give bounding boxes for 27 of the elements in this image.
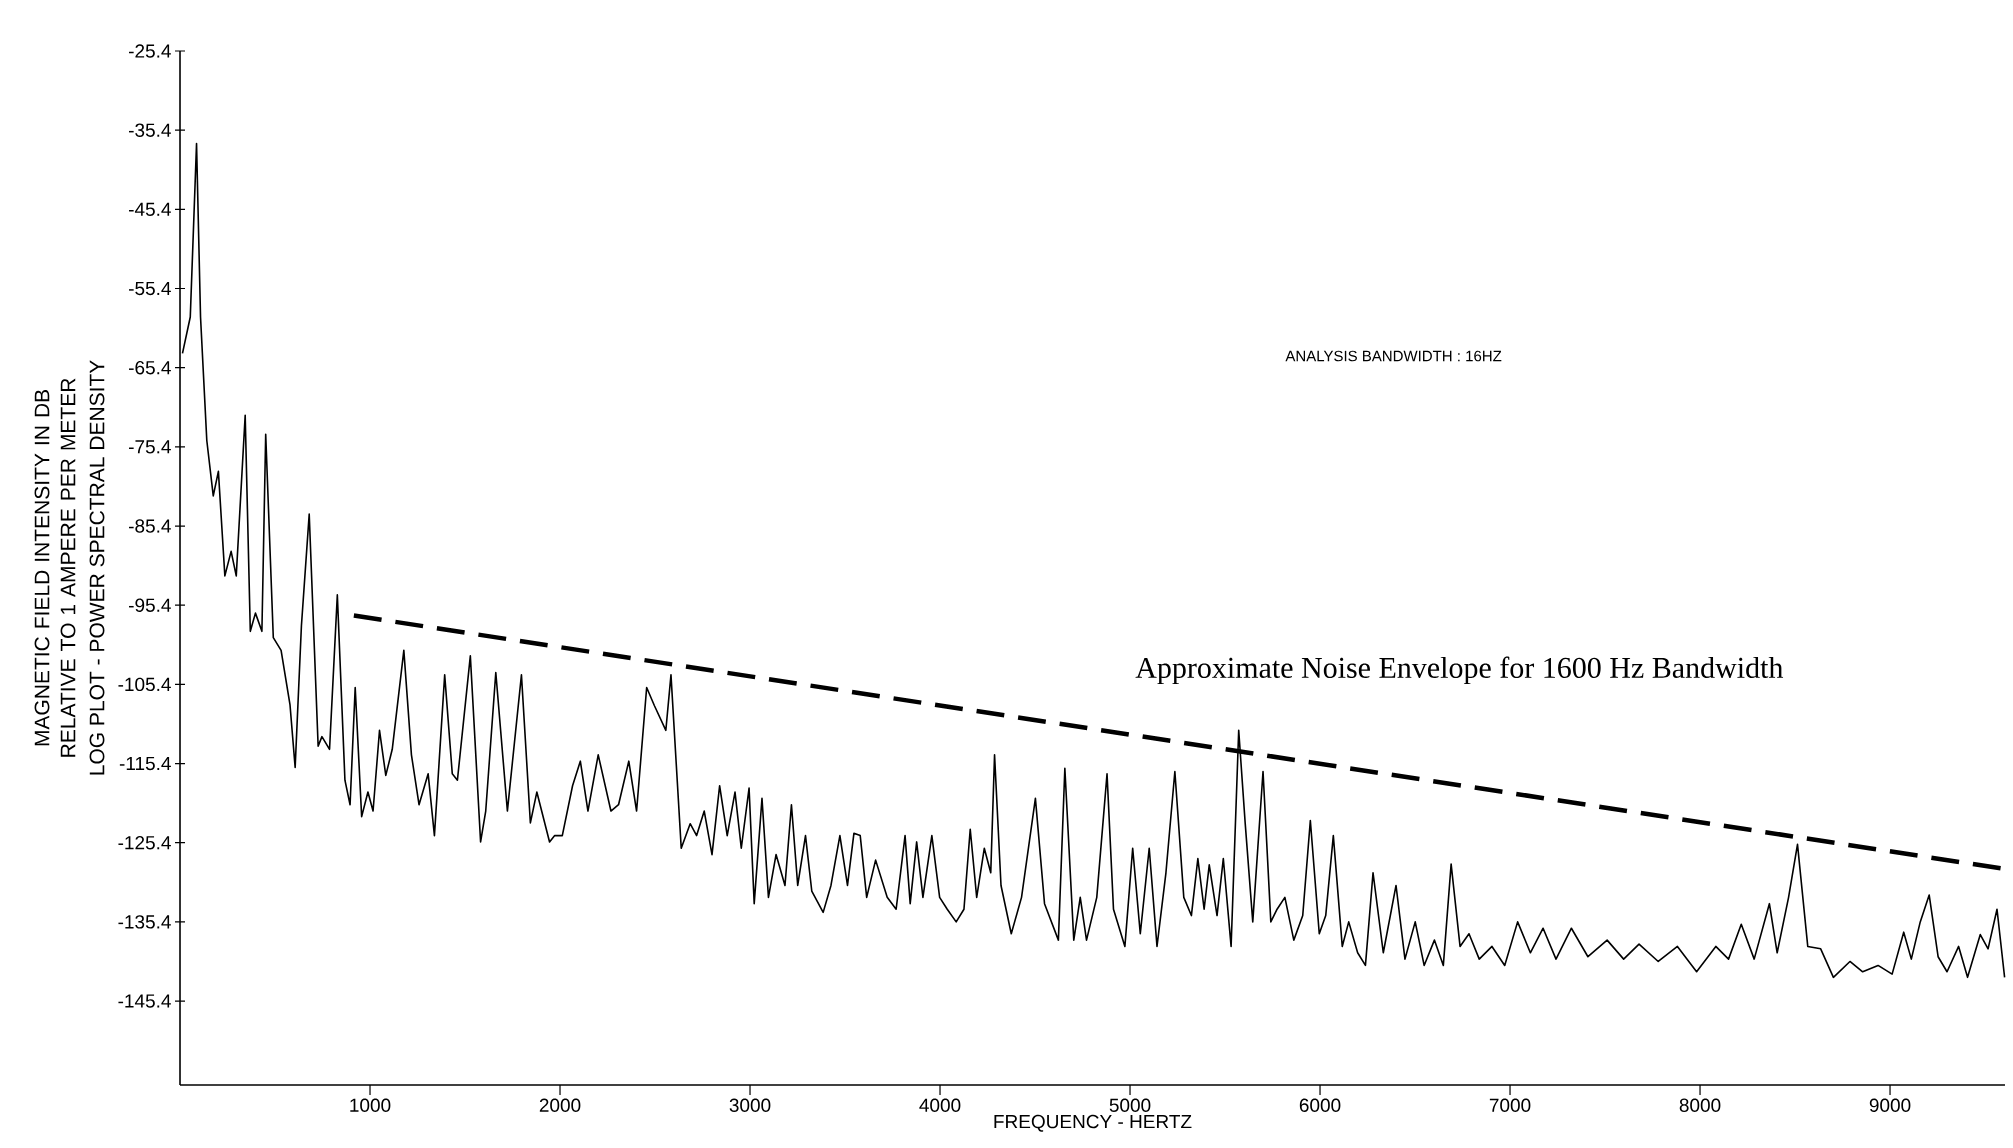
x-tick-label: 4000 xyxy=(919,1098,961,1112)
y-tick-label: -75.4 xyxy=(129,440,171,454)
y-tick-label: -135.4 xyxy=(118,915,171,929)
y-tick-label: -105.4 xyxy=(118,677,171,692)
x-tick-label: 5000 xyxy=(1109,1098,1151,1112)
x-axis-title: FREQUENCY - HERTZ xyxy=(994,1114,1192,1132)
annotation: Approximate Noise Envelope for 1600 Hz Bandwidth xyxy=(1135,656,1784,685)
y-tick-label: -45.4 xyxy=(129,202,171,216)
y-tick-label: -145.4 xyxy=(118,994,171,1008)
y-axis-title: MAGNETIC FIELD INTENSITY IN DB RELATIVE TO 1 AMPERE PER METER xyxy=(34,378,76,757)
y-tick-label: -125.4 xyxy=(118,835,171,850)
annotation: ANALYSIS BANDWIDTH : 16HZ xyxy=(1285,350,1502,362)
x-tick-label: 2000 xyxy=(539,1098,581,1112)
y-tick-label: -35.4 xyxy=(129,123,171,137)
x-tick-label: 9000 xyxy=(1869,1098,1911,1112)
x-tick-label: 1000 xyxy=(350,1098,391,1112)
x-tick-label: 3000 xyxy=(729,1098,771,1112)
x-tick-label: 8000 xyxy=(1679,1098,1721,1112)
y-tick-label: -55.4 xyxy=(129,281,171,296)
x-tick-label: 7000 xyxy=(1489,1098,1531,1112)
y-tick-label: -115.4 xyxy=(119,756,171,771)
y-tick-label: -65.4 xyxy=(129,360,171,375)
x-tick-label: 6000 xyxy=(1299,1098,1341,1112)
y-tick-label: -85.4 xyxy=(129,519,171,533)
y-tick-label: -95.4 xyxy=(129,598,171,612)
text: LOG PLOT - POWER SPECTRAL DENSITY xyxy=(89,360,105,775)
y-tick-label: -25.4 xyxy=(129,44,171,58)
